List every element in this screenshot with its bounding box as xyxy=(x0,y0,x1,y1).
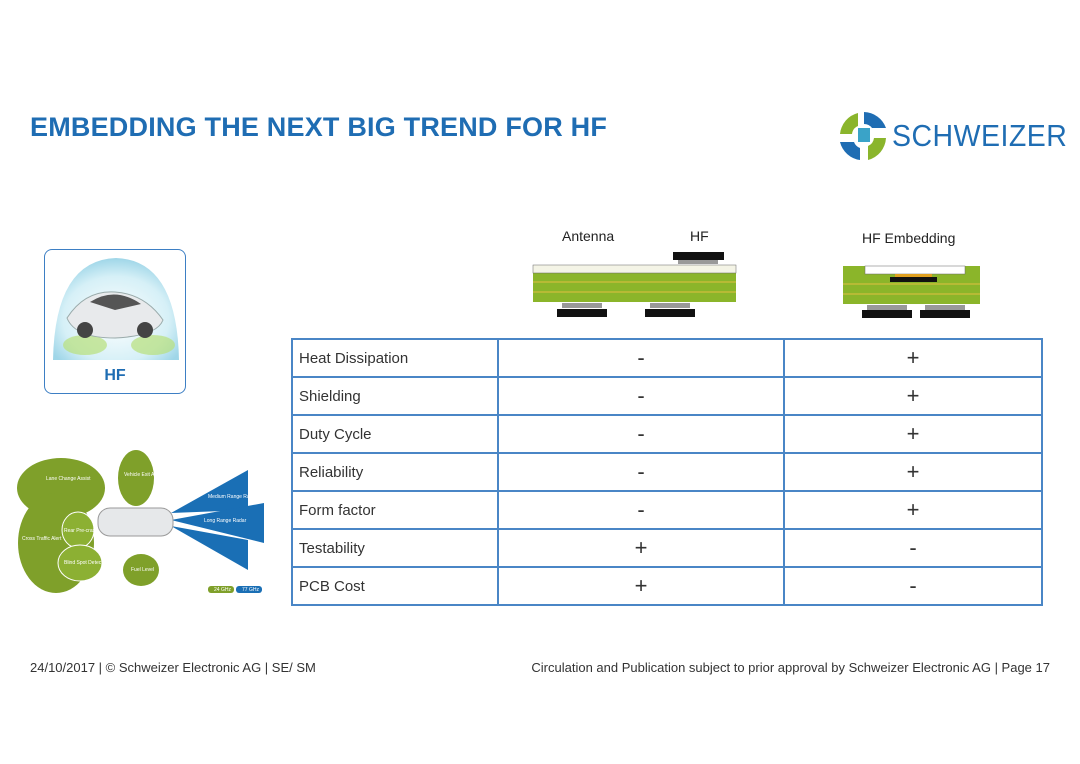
rating-cell: + xyxy=(783,490,1043,530)
row-label: Reliability xyxy=(291,452,499,492)
radar-legend: 24 GHz xyxy=(214,587,231,593)
rating-cell: + xyxy=(497,528,785,568)
rating-cell: + xyxy=(783,414,1043,454)
rating-cell: - xyxy=(497,338,785,378)
pcb-diagrams xyxy=(532,252,980,318)
rating-cell: - xyxy=(497,490,785,530)
row-label: Form factor xyxy=(291,490,499,530)
radar-label: Medium Range Radar xyxy=(208,494,257,500)
row-label: Shielding xyxy=(291,376,499,416)
rating-cell: - xyxy=(497,376,785,416)
radar-label: Fuel Level xyxy=(131,567,154,573)
table-row: Reliability - + xyxy=(291,452,1043,492)
table-row: Form factor - + xyxy=(291,490,1043,530)
row-label: Heat Dissipation xyxy=(291,338,499,378)
table-row: Heat Dissipation - + xyxy=(291,338,1043,378)
radar-label: Cross Traffic Alert xyxy=(22,536,62,542)
radar-label: Lane Change Assist xyxy=(46,476,91,482)
slide-title: EMBEDDING THE NEXT BIG TREND FOR HF xyxy=(30,112,608,142)
row-label: Testability xyxy=(291,528,499,568)
row-label: Duty Cycle xyxy=(291,414,499,454)
radar-label: Blind Spot Detection xyxy=(64,560,110,566)
rating-cell: - xyxy=(783,566,1043,606)
row-label: PCB Cost xyxy=(291,566,499,606)
rating-cell: - xyxy=(497,452,785,492)
rating-cell: + xyxy=(783,452,1043,492)
pcb-label: Antenna xyxy=(562,228,615,244)
radar-legend: 77 GHz xyxy=(242,587,259,593)
rating-cell: + xyxy=(497,566,785,606)
footer-left: 24/10/2017 | © Schweizer Electronic AG |… xyxy=(30,660,316,675)
logo-text: SCHWEIZER xyxy=(892,118,1068,153)
pcb-label: HF xyxy=(690,228,709,244)
radar-label: Rear Pre-crash xyxy=(64,528,98,534)
radar-diagram: Lane Change Assist Vehicle Exit Assistan… xyxy=(17,450,264,593)
rating-cell: - xyxy=(783,528,1043,568)
footer-right: Circulation and Publication subject to p… xyxy=(531,660,1050,675)
table-row: Duty Cycle - + xyxy=(291,414,1043,454)
pcb-label: HF Embedding xyxy=(862,230,956,246)
rating-cell: - xyxy=(497,414,785,454)
car-illustration xyxy=(53,258,179,360)
hf-card: HF xyxy=(44,249,186,394)
table-row: Testability + - xyxy=(291,528,1043,568)
radar-label: Vehicle Exit Assistant xyxy=(124,472,172,478)
rating-cell: + xyxy=(783,338,1043,378)
logo-icon xyxy=(840,112,886,160)
table-row: Shielding - + xyxy=(291,376,1043,416)
radar-label: Long Range Radar xyxy=(204,518,247,524)
card-label: HF xyxy=(104,367,126,384)
table-row: PCB Cost + - xyxy=(291,566,1043,606)
comparison-table: Heat Dissipation - + Shielding - + Duty Cycle -… xyxy=(291,338,1043,606)
rating-cell: + xyxy=(783,376,1043,416)
